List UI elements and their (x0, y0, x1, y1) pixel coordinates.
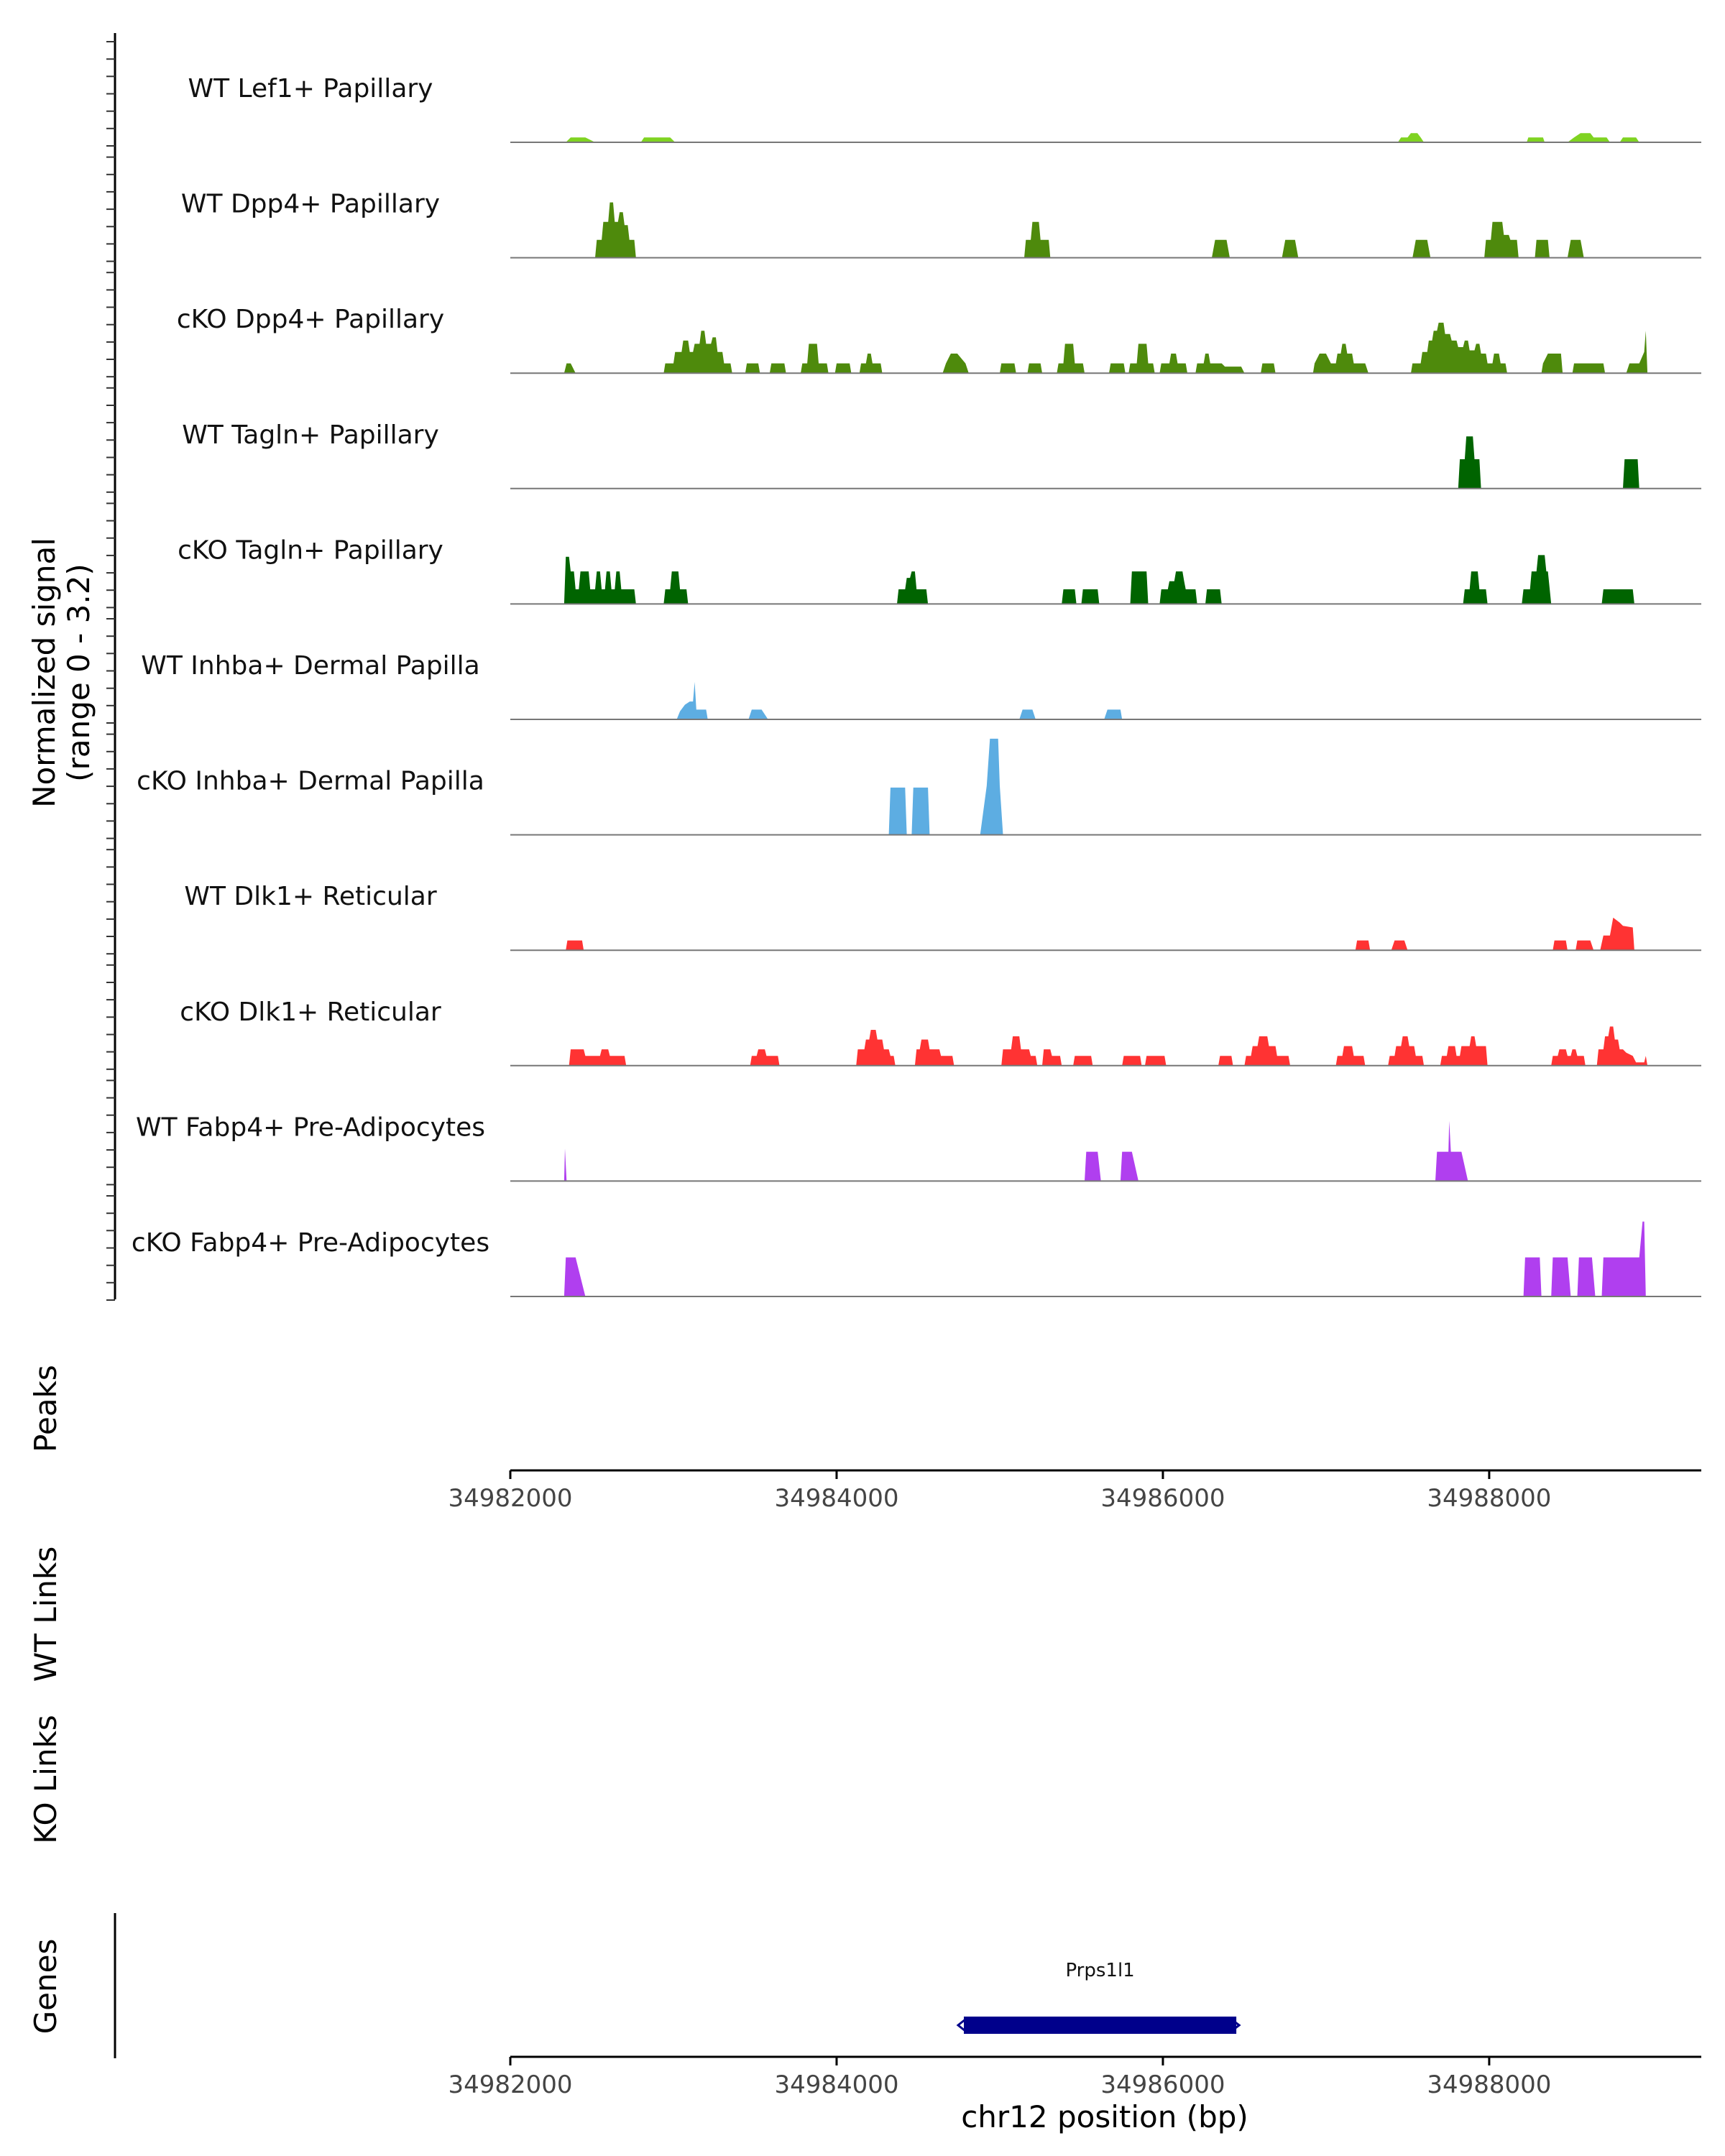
track-label: WT Dpp4+ Papillary (181, 190, 440, 219)
x-tick-label: 34988000 (1427, 1484, 1551, 1513)
x-tick-label: 34982000 (448, 1484, 572, 1513)
coverage-area (566, 917, 1634, 951)
gene-end-mark (1233, 2019, 1241, 2031)
track-wt-tagln-papillary: WT Tagln+ Papillary (182, 420, 1701, 489)
wt-links-label: WT Links (28, 1547, 63, 1682)
track-cko-inhba-dermal-papilla: cKO Inhba+ Dermal Papilla (137, 738, 1701, 836)
gene-label: Prps1l1 (1065, 1960, 1134, 1981)
x-tick-label: 34982000 (448, 2070, 572, 2099)
x-tick-label: 34986000 (1100, 2070, 1225, 2099)
coverage-area (564, 323, 1648, 374)
coverage-area (564, 1221, 1646, 1296)
track-wt-dpp4-papillary: WT Dpp4+ Papillary (181, 190, 1701, 259)
peaks-x-axis: 34982000 34984000 34986000 34988000 (448, 1470, 1551, 1513)
peaks-section: Peaks 34982000 34984000 34986000 34988000 (28, 1365, 1701, 1513)
track-label: cKO Tagln+ Papillary (178, 535, 443, 565)
signal-section: WT Lef1+ Papillary WT Dpp4+ Papillary cKO … (27, 33, 1701, 1301)
track-label: cKO Dpp4+ Papillary (177, 305, 444, 334)
x-tick-label: 34988000 (1427, 2070, 1551, 2099)
signal-y-axis-label: Normalized signal (27, 538, 62, 808)
track-wt-fabp4-pre-adipocytes: WT Fabp4+ Pre-Adipocytes (136, 1112, 1701, 1182)
track-label: cKO Inhba+ Dermal Papilla (137, 767, 484, 796)
track-label: cKO Dlk1+ Reticular (180, 998, 441, 1027)
track-label: WT Inhba+ Dermal Papilla (141, 651, 479, 681)
track-label: cKO Fabp4+ Pre-Adipocytes (132, 1228, 489, 1258)
signal-y-axis-ticks (106, 41, 115, 1301)
track-wt-inhba-dermal-papilla: WT Inhba+ Dermal Papilla (141, 651, 1701, 720)
track-cko-tagln-papillary: cKO Tagln+ Papillary (178, 535, 1701, 605)
track-cko-fabp4-pre-adipocytes: cKO Fabp4+ Pre-Adipocytes (132, 1221, 1701, 1297)
coverage-area (564, 555, 1634, 604)
track-label: WT Fabp4+ Pre-Adipocytes (136, 1112, 485, 1142)
track-label: WT Tagln+ Papillary (182, 420, 439, 450)
genes-section: Genes Prps1l1 34982000 34984000 34986000 34… (28, 1913, 1701, 2134)
gene-prps1l1: Prps1l1 (956, 1960, 1241, 2034)
x-tick-label: 34984000 (774, 2070, 898, 2099)
coverage-area (569, 1026, 1648, 1066)
coverage-area (566, 133, 1639, 142)
x-tick-label: 34986000 (1100, 1484, 1225, 1513)
coverage-area (888, 738, 1003, 835)
genes-label: Genes (28, 1939, 63, 2035)
genes-x-axis: 34982000 34984000 34986000 34988000 (448, 2057, 1551, 2099)
coverage-area (595, 202, 1584, 258)
strand-arrow (956, 2018, 966, 2032)
coverage-area (564, 1120, 1468, 1181)
ko-links-label: KO Links (28, 1715, 63, 1844)
track-label: WT Lef1+ Papillary (188, 74, 433, 103)
track-label: WT Dlk1+ Reticular (184, 882, 436, 911)
x-axis-title: chr12 position (bp) (961, 2099, 1248, 2134)
x-tick-label: 34984000 (774, 1484, 898, 1513)
track-wt-lef1-papillary: WT Lef1+ Papillary (188, 74, 1701, 143)
signal-y-axis-range: (range 0 - 3.2) (61, 563, 96, 782)
tracks: WT Lef1+ Papillary WT Dpp4+ Papillary cKO … (132, 74, 1701, 1297)
coverage-area (676, 681, 1123, 719)
gene-models: Prps1l1 (956, 1960, 1241, 2034)
track-cko-dpp4-papillary: cKO Dpp4+ Papillary (177, 305, 1701, 374)
peaks-label: Peaks (28, 1365, 63, 1452)
track-wt-dlk1-reticular: WT Dlk1+ Reticular (184, 882, 1701, 952)
coverage-area (1458, 436, 1639, 489)
track-cko-dlk1-reticular: cKO Dlk1+ Reticular (180, 998, 1701, 1067)
gene-body (964, 2017, 1237, 2034)
